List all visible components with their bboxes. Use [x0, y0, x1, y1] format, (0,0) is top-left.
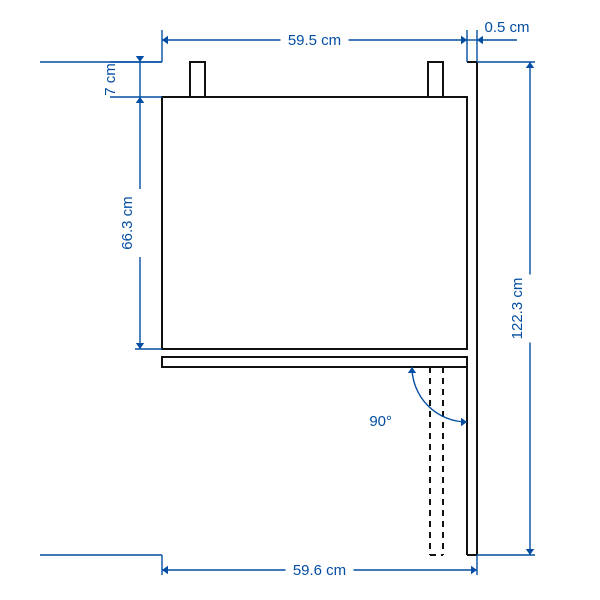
- product-body: [162, 97, 467, 349]
- dim-arrow: [471, 566, 477, 574]
- dim-arrow: [136, 56, 144, 62]
- dim-arrow: [461, 36, 467, 44]
- product-tab-left: [190, 62, 205, 97]
- dim-arrow: [526, 549, 534, 555]
- angle-arc: [412, 367, 467, 422]
- dim-label: 59.6 cm: [293, 562, 346, 579]
- product-shelf: [162, 357, 467, 367]
- dim-label: 59.5 cm: [288, 32, 341, 49]
- dim-label: 122.3 cm: [509, 278, 526, 340]
- dim-arrow: [162, 36, 168, 44]
- product-tab-right: [428, 62, 443, 97]
- dim-arrow: [136, 97, 144, 103]
- dim-arrow: [162, 566, 168, 574]
- dim-label: 0.5 cm: [484, 19, 529, 36]
- dim-arrow: [136, 343, 144, 349]
- angle-label: 90°: [369, 413, 392, 430]
- dim-label: 7 cm: [102, 63, 119, 96]
- dim-label: 66.3 cm: [119, 196, 136, 249]
- dim-arrow: [526, 62, 534, 68]
